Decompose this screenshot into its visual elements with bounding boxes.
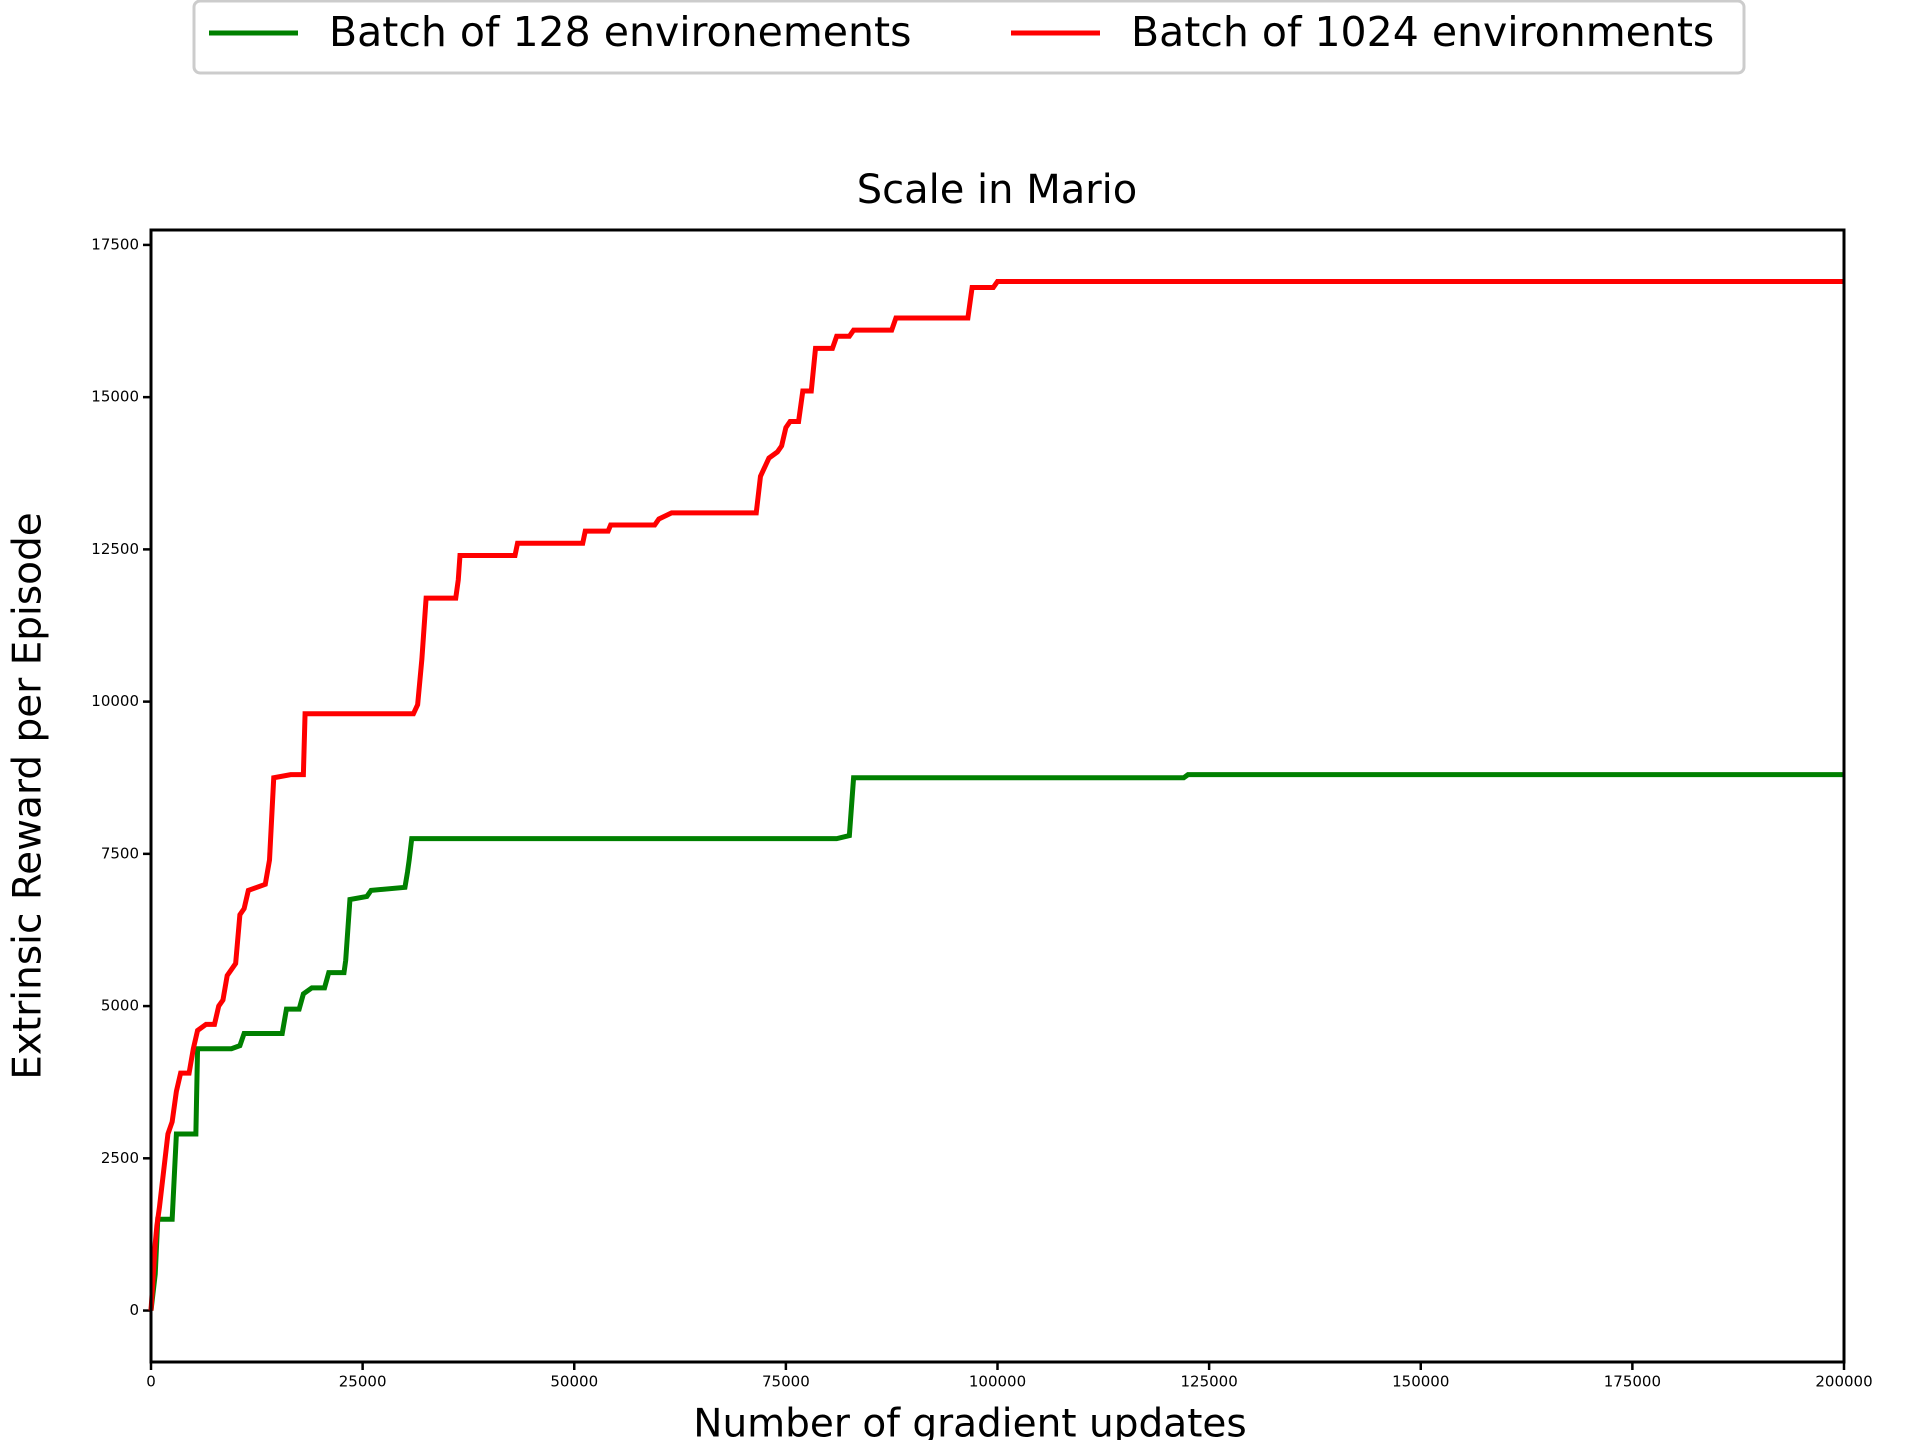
legend-label: Batch of 1024 environments — [1131, 8, 1714, 56]
plot-frame — [149, 228, 1846, 1364]
chart-title: Scale in Mario — [857, 167, 1138, 213]
legend-box — [192, 0, 1746, 75]
data-line — [148, 278, 1844, 1311]
x-tick-label: 200000 — [1815, 1373, 1872, 1391]
x-tick-label: 50000 — [550, 1373, 598, 1391]
x-tick-label: 100000 — [969, 1373, 1026, 1391]
x-tick-label: 175000 — [1604, 1373, 1661, 1391]
y-tick-label: 15000 — [91, 388, 139, 406]
x-tick-label: 75000 — [762, 1373, 810, 1391]
data-line — [148, 772, 1844, 1311]
x-tick-label: 150000 — [1392, 1373, 1449, 1391]
y-axis-label: Extrinsic Reward per Episode — [6, 512, 51, 1080]
y-tick-label: 17500 — [91, 235, 139, 253]
x-tick-label: 25000 — [339, 1373, 387, 1391]
x-tick-label: 0 — [146, 1373, 156, 1391]
legend-label: Batch of 128 environements — [329, 8, 911, 56]
y-tick-label: 0 — [129, 1301, 139, 1319]
y-tick-label: 7500 — [101, 844, 139, 862]
x-tick-label: 125000 — [1180, 1373, 1237, 1391]
y-tick-label: 2500 — [101, 1149, 139, 1167]
y-tick-label: 10000 — [91, 692, 139, 710]
y-tick-label: 5000 — [101, 997, 139, 1015]
x-axis-label: Number of gradient updates — [693, 1402, 1246, 1440]
y-tick-label: 12500 — [91, 540, 139, 558]
